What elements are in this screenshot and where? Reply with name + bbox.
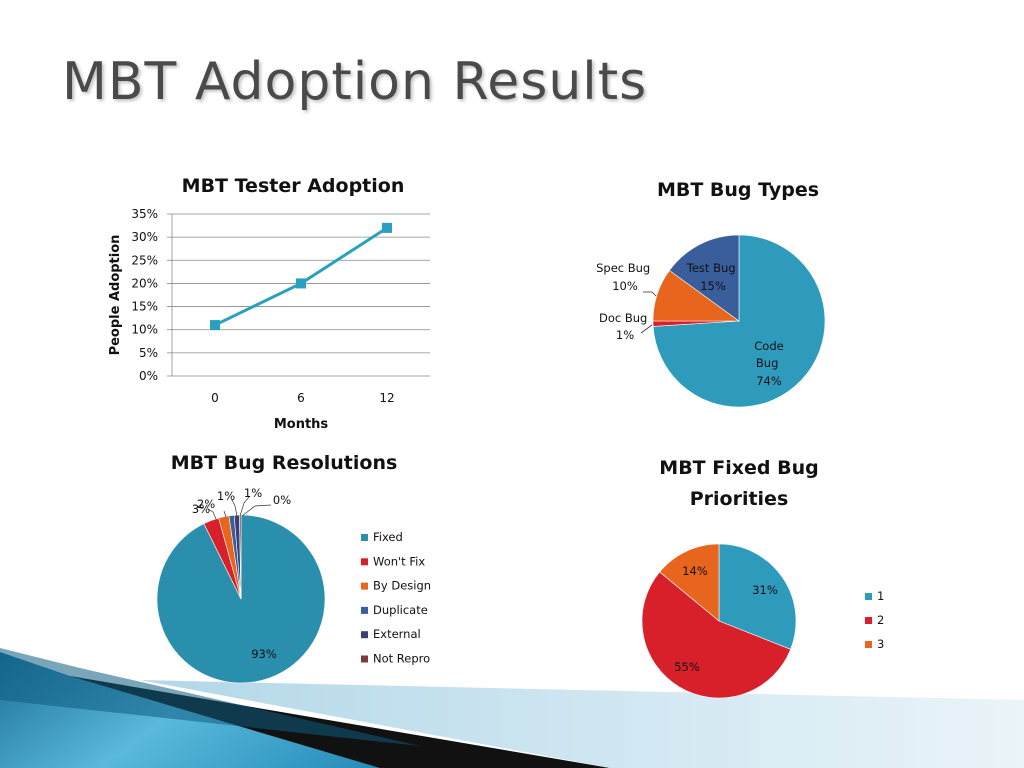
x-tick-label: 6 [297,391,305,405]
legend-label: 1 [877,589,884,603]
legend-swatch [865,641,872,648]
line-point [382,222,392,233]
bug-resolutions-label-external: 1% [244,486,262,500]
y-tick-label: 20% [131,276,158,290]
y-tick-label: 5% [139,346,158,360]
legend-swatch [865,593,872,600]
pie-slice [641,571,791,699]
bug-resolutions-legend: Fixed Won't Fix By Design Duplicate External… [361,530,431,666]
x-tick-label: 0 [211,391,219,405]
fixed-bug-priorities-legend: 1 2 3 [865,589,884,651]
legend-label: By Design [373,579,431,593]
bug-types-label-test: Test Bug 15% [686,261,739,293]
fixed-bug-priorities-chart: MBT Fixed Bug Priorities 31% 55% 14% 1 2 3 [641,457,884,699]
bug-resolutions-label-duplicate: 1% [217,489,235,503]
y-tick-label: 15% [131,300,158,314]
pie-slice [659,543,720,622]
bug-resolutions-label-bydesign: 2% [197,497,215,511]
bug-resolutions-title: MBT Bug Resolutions [171,452,398,474]
bug-resolutions-label-fixed: 93% [251,647,277,661]
tester-adoption-line [214,226,388,327]
fixed-bug-priorities-title: MBT Fixed Bug Priorities [659,457,818,510]
line-point [296,278,306,289]
y-tick-label: 35% [131,207,158,221]
y-tick-label: 10% [131,323,158,337]
bug-types-chart: MBT Bug Types Code Bug 74% Doc Bug 1% Spe… [596,179,826,408]
bug-resolutions-label-notrepro: 0% [273,493,291,507]
slide-title: MBT Adoption Results [62,52,648,112]
legend-label: External [373,627,421,641]
legend-swatch [361,534,368,541]
pie-slice [718,543,797,650]
legend-swatch [361,631,368,639]
bug-resolutions-label-wontfix: 3% [192,502,210,516]
legend-swatch [361,655,368,663]
tester-adoption-chart: MBT Tester Adoption 0% 5% 10% 15% 20% 25% 30% 3… [108,175,430,432]
bug-types-label-code: Code Bug 74% [754,339,783,388]
bug-resolutions-chart: MBT Bug Resolutions 93% 3% 2% 1% 1% 0% F… [156,452,431,684]
y-tick-label: 0% [139,369,158,383]
line-point [210,320,220,331]
pie-slice [669,234,740,322]
bug-types-label-doc: Doc Bug 1% [599,311,651,342]
bug-types-label-spec: Spec Bug 10% [596,261,654,293]
legend-swatch [361,582,368,590]
legend-swatch [361,606,368,614]
y-tick-label: 30% [131,230,158,244]
legend-swatch [865,617,872,624]
y-tick-label: 25% [131,253,158,267]
legend-label: Fixed [373,530,403,544]
bug-types-title: MBT Bug Types [657,179,819,201]
legend-swatch [361,558,368,566]
legend-label: Not Repro [373,652,430,666]
priorities-label-2: 55% [674,660,700,674]
priorities-label-3: 14% [682,564,708,578]
priorities-label-1: 31% [752,583,778,597]
legend-label: Duplicate [373,603,428,617]
tester-adoption-xlabel: Months [274,417,329,432]
tester-adoption-ylabel: People Adoption [108,235,123,356]
legend-label: 3 [877,637,884,651]
legend-label: Won't Fix [373,554,425,568]
x-tick-label: 12 [379,391,394,405]
legend-label: 2 [877,613,884,627]
tester-adoption-title: MBT Tester Adoption [182,175,405,197]
